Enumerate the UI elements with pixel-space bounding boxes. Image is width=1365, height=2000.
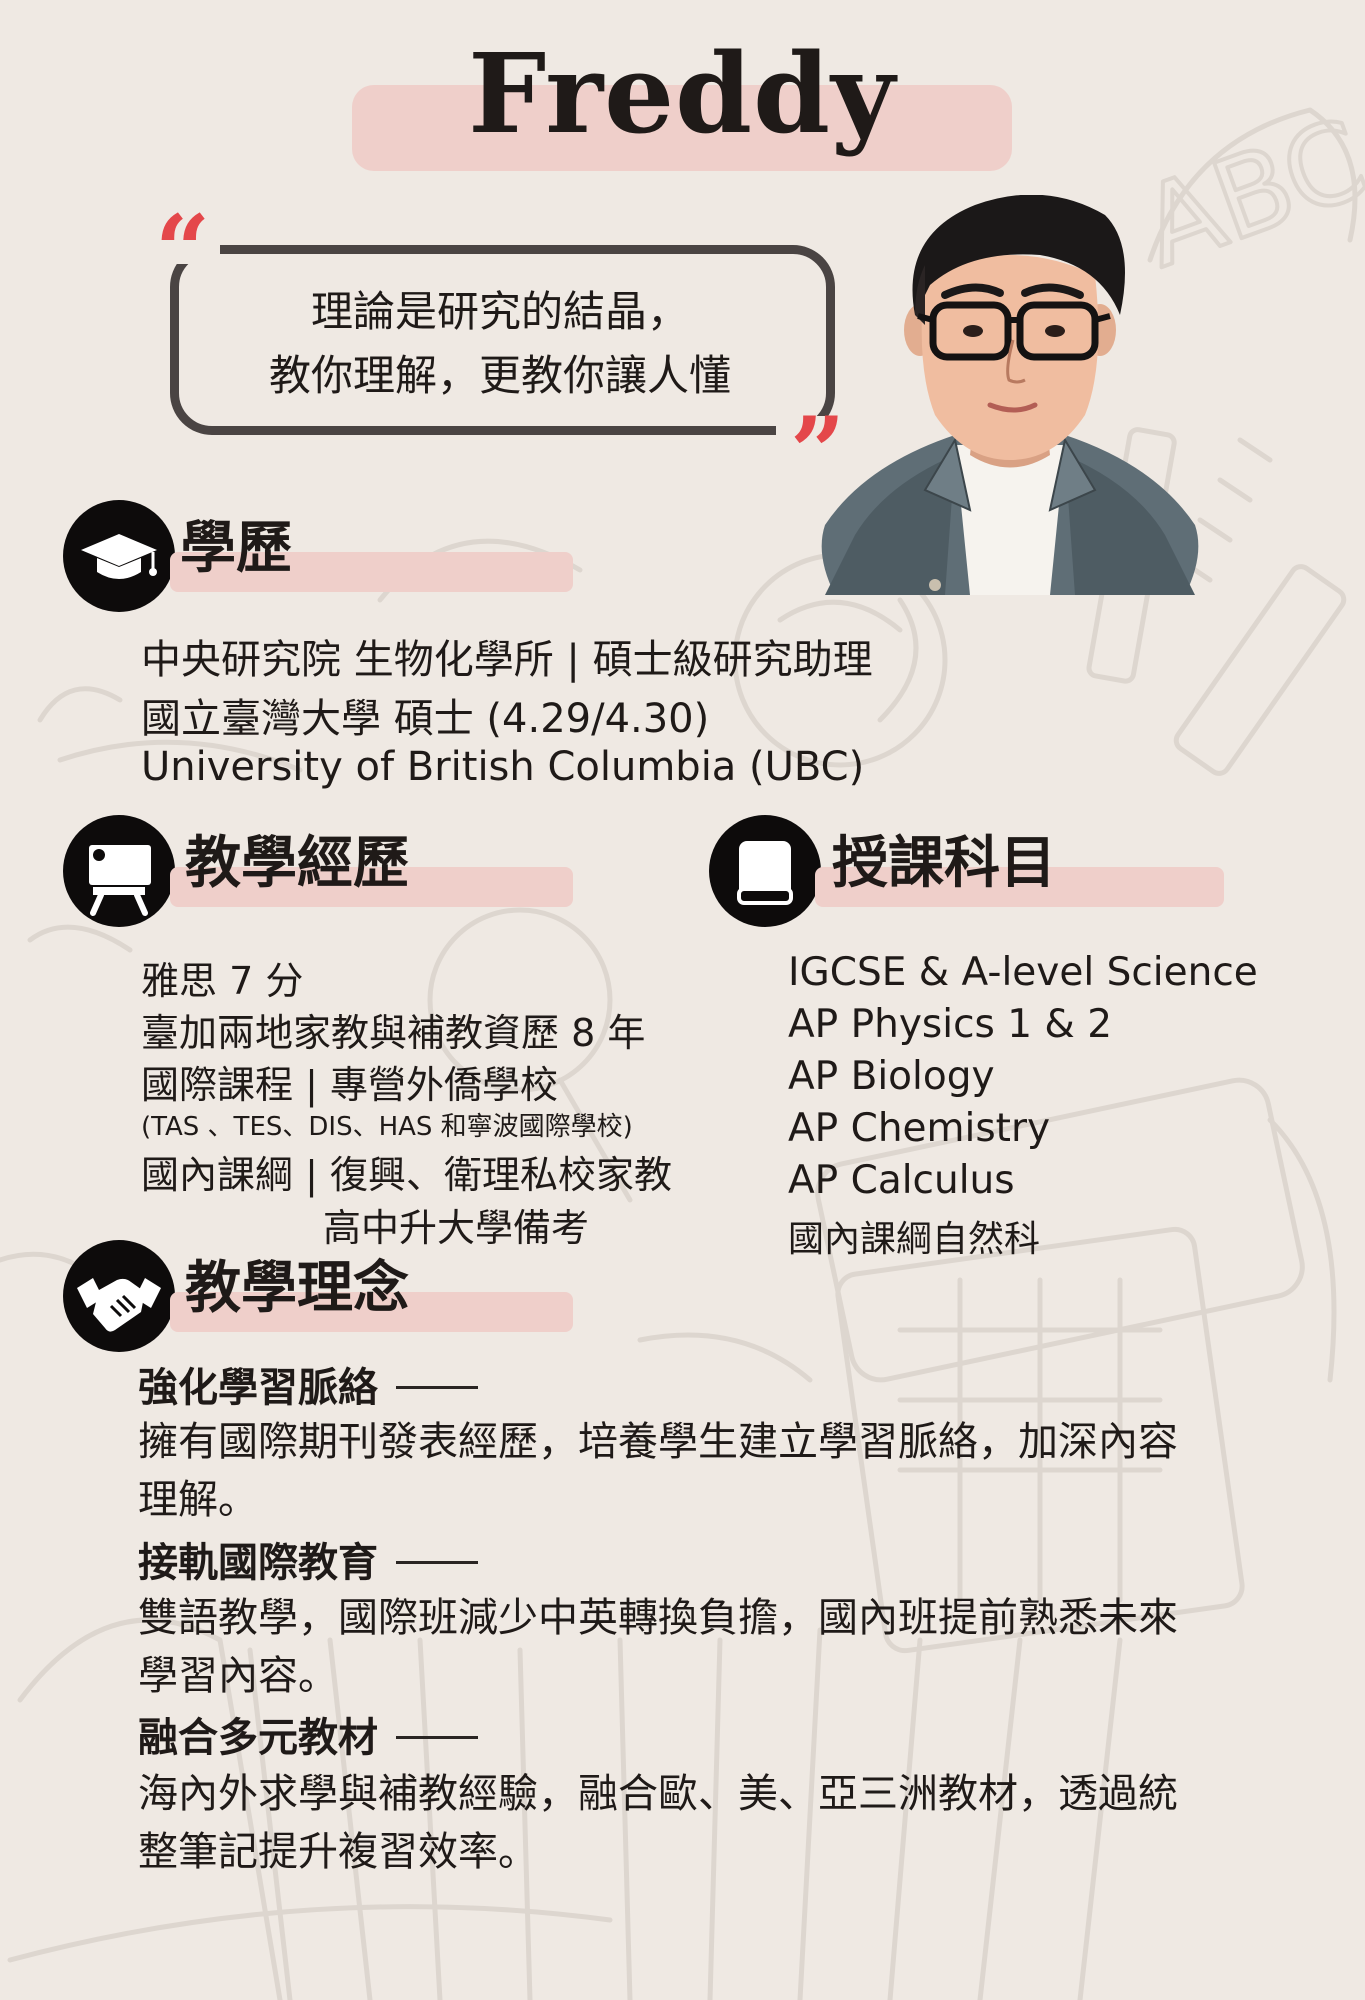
teacher-name: Freddy: [468, 29, 896, 158]
open-quote-icon: “: [155, 194, 211, 307]
philosophy-title-highlight: [170, 1292, 573, 1332]
experience-item-5: 國內課綱 | 復興、衛理私校家教: [141, 1153, 672, 1197]
avatar: [821, 195, 1199, 595]
subject-item-6: 國內課綱自然科: [788, 1219, 1041, 1260]
subject-item-2: AP Physics 1 & 2: [788, 1002, 1113, 1047]
quote-line-2: 教你理解，更教你讓人懂: [268, 351, 731, 400]
experience-title-highlight: [170, 867, 573, 907]
philosophy-heading-3: 融合多元教材: [138, 1705, 478, 1763]
philosophy-body-1: 擁有國際期刊發表經歷，培養學生建立學習脈絡，加深內容 理解。: [138, 1419, 1178, 1523]
graduation-cap-icon: [63, 500, 175, 612]
subject-item-5: AP Calculus: [788, 1158, 1015, 1203]
name-highlight: [352, 85, 1012, 171]
philosophy-body-3: 海內外求學與補教經驗，融合歐、美、亞三洲教材，透過統 整筆記提升複習效率。: [138, 1771, 1178, 1875]
experience-title: 教學經歷: [185, 831, 409, 896]
handshake-icon: [63, 1240, 175, 1352]
philosophy-heading-2: 接軌國際教育: [138, 1530, 478, 1588]
education-item-2: 國立臺灣大學 碩士 (4.29/4.30): [141, 696, 710, 742]
quote-line-1: 理論是研究的結晶，: [310, 287, 689, 336]
close-quote-icon: ”: [790, 396, 846, 509]
education-item-3: University of British Columbia (UBC): [141, 744, 865, 790]
education-item-1: 中央研究院 生物化學所 | 碩士級研究助理: [141, 637, 873, 683]
philosophy-heading-1: 強化學習脈絡: [138, 1355, 478, 1413]
experience-item-6: 高中升大學備考: [323, 1206, 590, 1250]
quote-text: 理論是研究的結晶， 教你理解，更教你讓人懂: [200, 280, 800, 408]
philosophy-body-2: 雙語教學，國際班減少中英轉換負擔，國內班提前熟悉未來 學習內容。: [138, 1595, 1178, 1699]
subjects-title-highlight: [815, 867, 1224, 907]
experience-item-2: 臺加兩地家教與補教資歷 8 年: [141, 1011, 646, 1055]
subject-item-3: AP Biology: [788, 1054, 995, 1099]
subjects-title: 授課科目: [832, 831, 1056, 896]
subject-item-1: IGCSE & A-level Science: [788, 950, 1258, 995]
experience-item-4: (TAS 、TES、DIS、HAS 和寧波國際學校): [141, 1112, 633, 1142]
experience-item-1: 雅思 7 分: [141, 959, 304, 1003]
education-title-highlight: [170, 552, 573, 592]
book-icon: [709, 815, 821, 927]
divider: [396, 1385, 478, 1389]
subject-item-4: AP Chemistry: [788, 1106, 1051, 1151]
quote-frame: [170, 245, 835, 435]
philosophy-title: 教學理念: [185, 1256, 409, 1321]
divider: [396, 1560, 478, 1564]
education-title: 學歷: [180, 516, 292, 581]
divider: [396, 1735, 478, 1739]
experience-item-3: 國際課程 | 專營外僑學校: [141, 1063, 558, 1107]
teacher-board-icon: [63, 815, 175, 927]
